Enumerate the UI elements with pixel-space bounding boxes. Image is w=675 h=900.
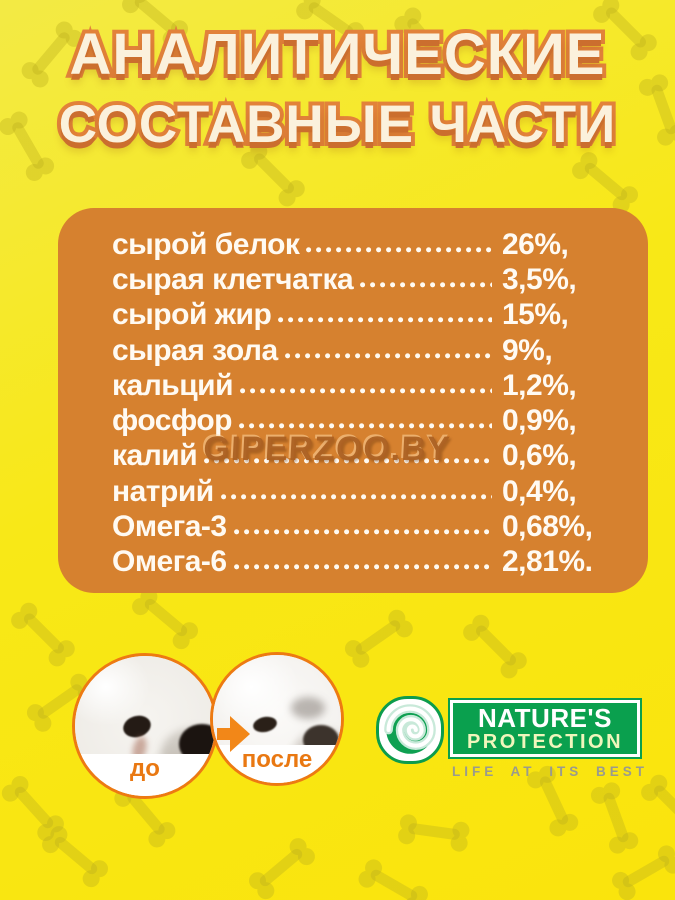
analysis-panel: сырой белок 26%, сырая клетчатка 3,5%, сырой… bbox=[58, 208, 648, 593]
dog-eye bbox=[120, 712, 154, 741]
analysis-row: Омега-3 0,68%, bbox=[112, 509, 608, 544]
page-title: АНАЛИТИЧЕСКИЕ СОСТАВНЫЕ ЧАСТИ bbox=[0, 22, 675, 156]
bone-icon bbox=[251, 151, 297, 196]
dot-leader bbox=[204, 458, 492, 465]
nutrient-label: сырая зола bbox=[112, 333, 278, 367]
bone-icon bbox=[473, 623, 519, 668]
bone-icon bbox=[601, 791, 631, 844]
nutrient-value: 15%, bbox=[502, 298, 569, 332]
bone-icon bbox=[52, 834, 100, 877]
bone-icon bbox=[12, 784, 56, 831]
before-photo-circle: до bbox=[72, 653, 218, 799]
nutrient-value: 9%, bbox=[502, 333, 553, 367]
nutrient-label: сырой жир bbox=[112, 298, 272, 332]
logo-name-line2: PROTECTION bbox=[466, 730, 624, 753]
dot-leader bbox=[233, 528, 492, 535]
nutrient-label: сырая клетчатка bbox=[112, 263, 354, 297]
after-photo-circle: после bbox=[210, 652, 344, 786]
nutrient-value: 0,9%, bbox=[502, 404, 577, 438]
analysis-row: фосфор 0,9%, bbox=[112, 403, 608, 438]
analysis-row: сырая клетчатка 3,5%, bbox=[112, 262, 608, 297]
bone-icon bbox=[538, 774, 570, 827]
page-title-line1: АНАЛИТИЧЕСКИЕ bbox=[66, 22, 609, 88]
dot-leader bbox=[278, 317, 492, 324]
bone-icon bbox=[407, 822, 461, 841]
dot-leader bbox=[233, 563, 492, 570]
dot-leader bbox=[238, 423, 492, 430]
nutrient-value: 3,5%, bbox=[502, 263, 577, 297]
brow-shading bbox=[291, 697, 325, 719]
after-caption-band: после bbox=[213, 744, 341, 783]
nutrient-label: кальций bbox=[112, 368, 234, 402]
analysis-row: Омега-6 2,81%. bbox=[112, 544, 608, 579]
nutrient-value: 0,6%, bbox=[502, 439, 577, 473]
nutrient-label: Омега-3 bbox=[112, 509, 227, 543]
bone-icon bbox=[142, 596, 190, 639]
dot-leader bbox=[240, 387, 492, 394]
after-label: после bbox=[241, 745, 313, 773]
analysis-row: калий 0,6%, bbox=[112, 438, 608, 473]
nutrient-value: 0,4%, bbox=[502, 474, 577, 508]
bone-icon bbox=[257, 846, 305, 889]
bone-icon bbox=[582, 160, 630, 203]
analysis-row: натрий 0,4%, bbox=[112, 474, 608, 509]
dog-eye bbox=[251, 714, 279, 735]
dot-leader bbox=[306, 247, 492, 253]
dot-leader bbox=[360, 282, 492, 289]
analysis-row: кальций 1,2%, bbox=[112, 368, 608, 403]
bone-icon bbox=[21, 611, 67, 656]
nutrient-label: фосфор bbox=[112, 404, 232, 438]
page-title-line2: СОСТАВНЫЕ ЧАСТИ bbox=[55, 94, 620, 155]
bone-icon bbox=[353, 618, 403, 657]
before-caption-band: до bbox=[75, 753, 215, 796]
before-label: до bbox=[130, 754, 160, 782]
dot-leader bbox=[220, 493, 492, 500]
logo-name-line1: NATURE'S bbox=[478, 702, 612, 733]
bone-icon bbox=[620, 853, 672, 890]
nutrient-label: калий bbox=[112, 439, 198, 473]
analysis-row: сырой жир 15%, bbox=[112, 297, 608, 332]
bone-icon bbox=[651, 783, 675, 828]
nutrient-label: сырой белок bbox=[112, 228, 300, 261]
nutrient-value: 2,81%. bbox=[502, 544, 593, 578]
bone-icon bbox=[368, 867, 420, 900]
analysis-row: сырой белок 26%, bbox=[112, 227, 608, 262]
logo-tagline: LIFE AT ITS BEST bbox=[452, 764, 648, 779]
dot-leader bbox=[284, 352, 492, 359]
analysis-row: сырая зола 9%, bbox=[112, 333, 608, 368]
nutrient-value: 26%, bbox=[502, 228, 569, 261]
nutrient-label: натрий bbox=[112, 474, 214, 508]
arrow-right-icon bbox=[217, 716, 250, 752]
nutrient-value: 0,68%, bbox=[502, 509, 593, 543]
watermark-text: GIPERZOO.BY bbox=[202, 430, 452, 468]
nutrient-label: Омега-6 bbox=[112, 544, 227, 578]
natures-protection-spiral-icon bbox=[376, 696, 444, 764]
natures-protection-logo: NATURE'S PROTECTION bbox=[450, 700, 640, 757]
nutrient-value: 1,2%, bbox=[502, 368, 577, 402]
